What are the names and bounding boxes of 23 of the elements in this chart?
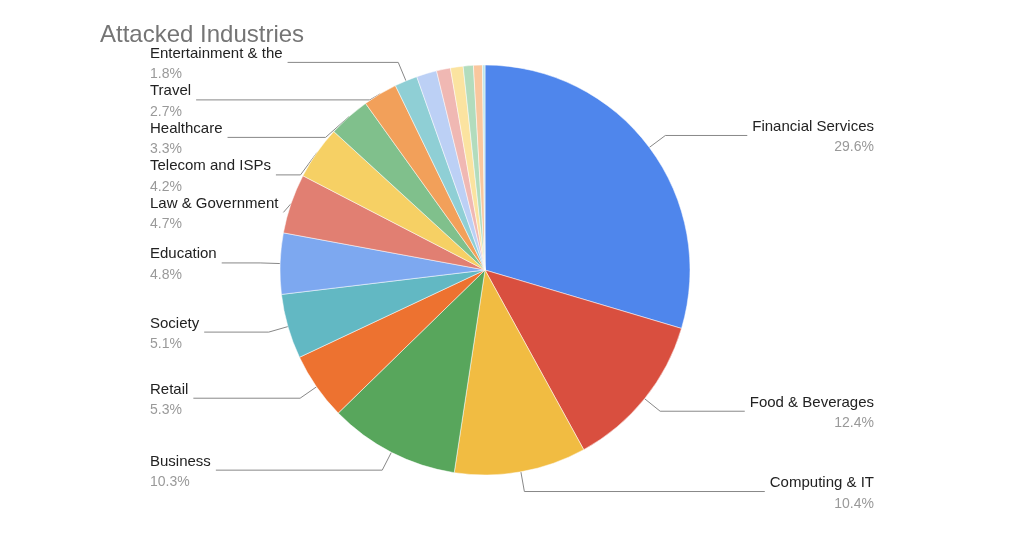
data-label: 4.7% — [150, 215, 182, 232]
slice-label: Retail — [150, 379, 189, 397]
slice-label: Education — [150, 244, 217, 262]
slice-label: Business — [150, 451, 211, 469]
slice-label: Healthcare — [150, 118, 223, 136]
data-label: 3.3% — [150, 140, 182, 157]
data-label: 2.7% — [150, 102, 182, 119]
slice-label: Law & Government — [150, 193, 280, 211]
slice-label: Food & Beverages — [749, 392, 874, 410]
slice-label: Telecom and ISPs — [150, 156, 271, 174]
data-label: 5.3% — [150, 401, 182, 418]
slice-label: Financial Services — [752, 116, 874, 134]
data-label: 10.4% — [834, 494, 874, 511]
data-label: 5.1% — [150, 335, 182, 352]
slice-label: Computing & IT — [769, 473, 874, 491]
data-label: 4.8% — [150, 265, 182, 282]
slice-label: Travel — [150, 81, 192, 99]
data-label: 1.8% — [150, 65, 182, 82]
slice-label: Society — [150, 313, 200, 331]
data-label: 29.6% — [834, 138, 874, 155]
data-label: 4.2% — [150, 177, 182, 194]
data-label: 10.3% — [150, 473, 190, 490]
data-label: 12.4% — [834, 414, 874, 431]
